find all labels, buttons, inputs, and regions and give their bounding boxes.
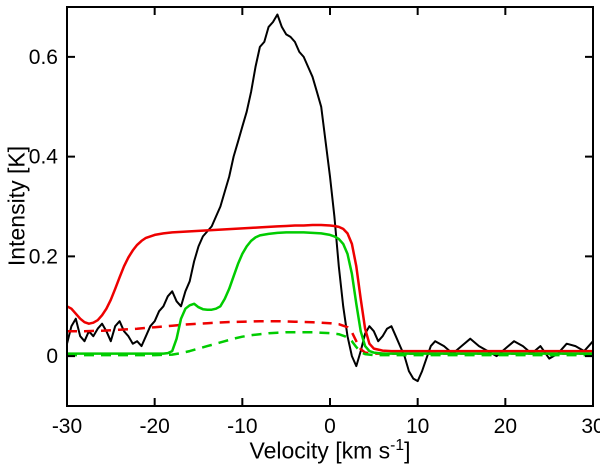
- x-tick-label: 30: [581, 415, 600, 438]
- y-tick-label: 0.6: [29, 46, 58, 69]
- series-observed-black: [66, 13, 594, 383]
- series-model-green-dashed: [67, 330, 593, 357]
- series-model-red-solid: [66, 223, 593, 353]
- x-tick-label: 20: [494, 415, 517, 438]
- x-tick-label: -10: [227, 415, 257, 438]
- series-model-green-solid: [67, 231, 593, 355]
- axes-frame: [66, 6, 594, 407]
- x-tick-label: -20: [139, 415, 169, 438]
- x-axis-label-close-bracket: ]: [404, 437, 411, 464]
- x-tick-label: 0: [324, 415, 336, 438]
- x-axis-label: Velocity [km s-1]: [67, 437, 593, 465]
- y-axis-label: Intensity [K]: [3, 145, 30, 267]
- x-axis-label-text: Velocity [km s: [249, 437, 391, 464]
- y-tick-label: 0.4: [29, 146, 59, 169]
- x-axis-label-superscript: -1: [390, 437, 405, 454]
- x-tick-label: 10: [406, 415, 429, 438]
- x-tick-label: -30: [52, 415, 82, 438]
- y-tick-label: 0.2: [29, 245, 58, 268]
- y-tick-label: 0: [46, 345, 58, 368]
